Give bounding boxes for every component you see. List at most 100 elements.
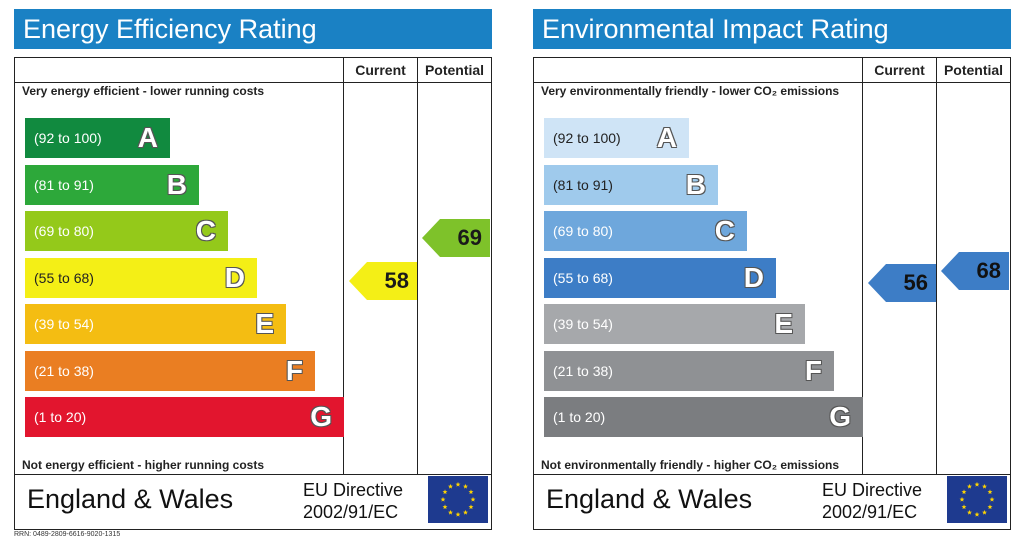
band-letter: D <box>743 261 764 293</box>
divider <box>15 474 491 475</box>
potential-column-header: Potential <box>943 62 1004 78</box>
eu-star <box>455 481 461 487</box>
band-range: (92 to 100) <box>34 130 102 146</box>
bottom-caption: Not environmentally friendly - higher CO… <box>541 458 840 472</box>
potential-rating-value: 69 <box>457 225 482 250</box>
eu-star <box>463 509 468 515</box>
rating-band-f: (21 to 38) F <box>544 350 834 391</box>
band-range: (69 to 80) <box>34 223 94 239</box>
rating-band-d: (55 to 68) D <box>25 257 257 298</box>
rating-band-g: (1 to 20) G <box>544 397 863 437</box>
rating-band-d: (55 to 68) D <box>544 257 776 298</box>
eu-star <box>440 496 446 502</box>
bottom-caption: Not energy efficient - higher running co… <box>22 458 265 472</box>
eu-star <box>989 496 995 502</box>
current-rating-arrow: 58 <box>349 262 417 301</box>
eu-star <box>442 504 448 510</box>
band-letter: D <box>224 261 245 293</box>
eu-star <box>967 509 972 515</box>
panel-title: Environmental Impact Rating <box>533 9 1011 49</box>
band-letter: G <box>829 401 851 432</box>
eu-star <box>463 483 468 489</box>
eu-star <box>987 504 993 510</box>
band-letter: C <box>714 215 735 246</box>
eu-directive: EU Directive 2002/91/EC <box>822 479 922 523</box>
rating-band-g: (1 to 20) G <box>25 397 344 437</box>
directive-code: 2002/91/EC <box>303 502 399 522</box>
eu-star <box>987 489 993 495</box>
rating-band-a: (92 to 100) A <box>25 118 170 158</box>
current-rating-value: 58 <box>384 268 409 294</box>
current-column-header: Current <box>355 62 406 78</box>
eu-star <box>468 489 474 495</box>
eu-star <box>961 489 967 495</box>
rating-band-b: (81 to 91) B <box>25 164 199 205</box>
potential-rating-arrow: 69 <box>422 219 490 257</box>
rrn-reference: RRN: 0489-2809-6616-9020-1315 <box>14 531 121 538</box>
top-caption: Very energy efficient - lower running co… <box>22 84 265 98</box>
current-column-header: Current <box>874 62 925 78</box>
band-range: (55 to 68) <box>553 269 613 286</box>
eu-star <box>470 496 476 502</box>
potential-column-header: Potential <box>424 62 485 78</box>
divider <box>15 82 491 83</box>
potential-rating-arrow: 68 <box>941 251 1009 290</box>
band-letter: E <box>255 308 274 339</box>
eu-star <box>974 511 980 517</box>
band-range: (39 to 54) <box>34 316 94 332</box>
eu-star <box>974 481 980 487</box>
band-range: (69 to 80) <box>553 223 613 239</box>
band-range: (21 to 38) <box>553 362 613 379</box>
eu-star <box>961 504 967 510</box>
eu-star <box>442 489 448 495</box>
band-letter: A <box>656 122 677 153</box>
band-letter: B <box>685 168 706 200</box>
current-rating-value: 56 <box>903 270 928 296</box>
eu-directive: EU Directive 2002/91/EC <box>303 479 403 523</box>
eu-star <box>959 496 965 502</box>
rating-band-a: (92 to 100) A <box>544 118 689 158</box>
rating-band-f: (21 to 38) F <box>25 350 315 391</box>
band-range: (21 to 38) <box>34 362 94 379</box>
rating-frame: Current Potential Very environmentally f… <box>533 57 1011 530</box>
eu-flag-icon <box>947 476 1007 523</box>
eu-star <box>967 483 972 489</box>
eu-star <box>455 511 461 517</box>
potential-rating-value: 68 <box>976 257 1001 283</box>
eu-star <box>468 504 474 510</box>
band-letter: F <box>285 354 303 386</box>
current-rating-arrow: 56 <box>868 264 936 303</box>
rating-band-b: (81 to 91) B <box>544 164 718 205</box>
band-range: (1 to 20) <box>553 409 606 425</box>
band-range: (81 to 91) <box>553 176 613 193</box>
divider <box>343 58 344 474</box>
band-letter: F <box>804 354 822 386</box>
arrow-shape <box>349 262 417 301</box>
eu-flag-icon <box>428 476 488 523</box>
region-label: England & Wales <box>546 484 753 514</box>
band-range: (1 to 20) <box>34 409 87 425</box>
eu-star <box>448 509 453 515</box>
band-range: (92 to 100) <box>553 130 621 146</box>
environmental-impact-panel: Environmental Impact Rating Current Pote… <box>533 0 1011 530</box>
divider <box>862 58 863 474</box>
eu-star <box>982 509 987 515</box>
divider <box>936 58 937 474</box>
directive-line: EU Directive <box>303 480 404 500</box>
divider <box>417 58 418 474</box>
top-caption: Very environmentally friendly - lower CO… <box>541 84 840 98</box>
arrow-shape <box>941 251 1009 290</box>
directive-line: EU Directive <box>822 480 923 500</box>
rating-frame: Current Potential Very energy efficient … <box>14 57 492 530</box>
band-range: (39 to 54) <box>553 316 613 332</box>
eu-star <box>448 483 453 489</box>
band-letter: A <box>137 122 158 153</box>
eu-star <box>982 483 987 489</box>
divider <box>534 474 1010 475</box>
arrow-shape <box>422 219 490 257</box>
rating-band-c: (69 to 80) C <box>25 211 228 251</box>
band-letter: E <box>774 308 793 339</box>
band-range: (55 to 68) <box>34 269 94 286</box>
rating-band-e: (39 to 54) E <box>544 304 805 344</box>
arrow-shape <box>868 264 936 303</box>
